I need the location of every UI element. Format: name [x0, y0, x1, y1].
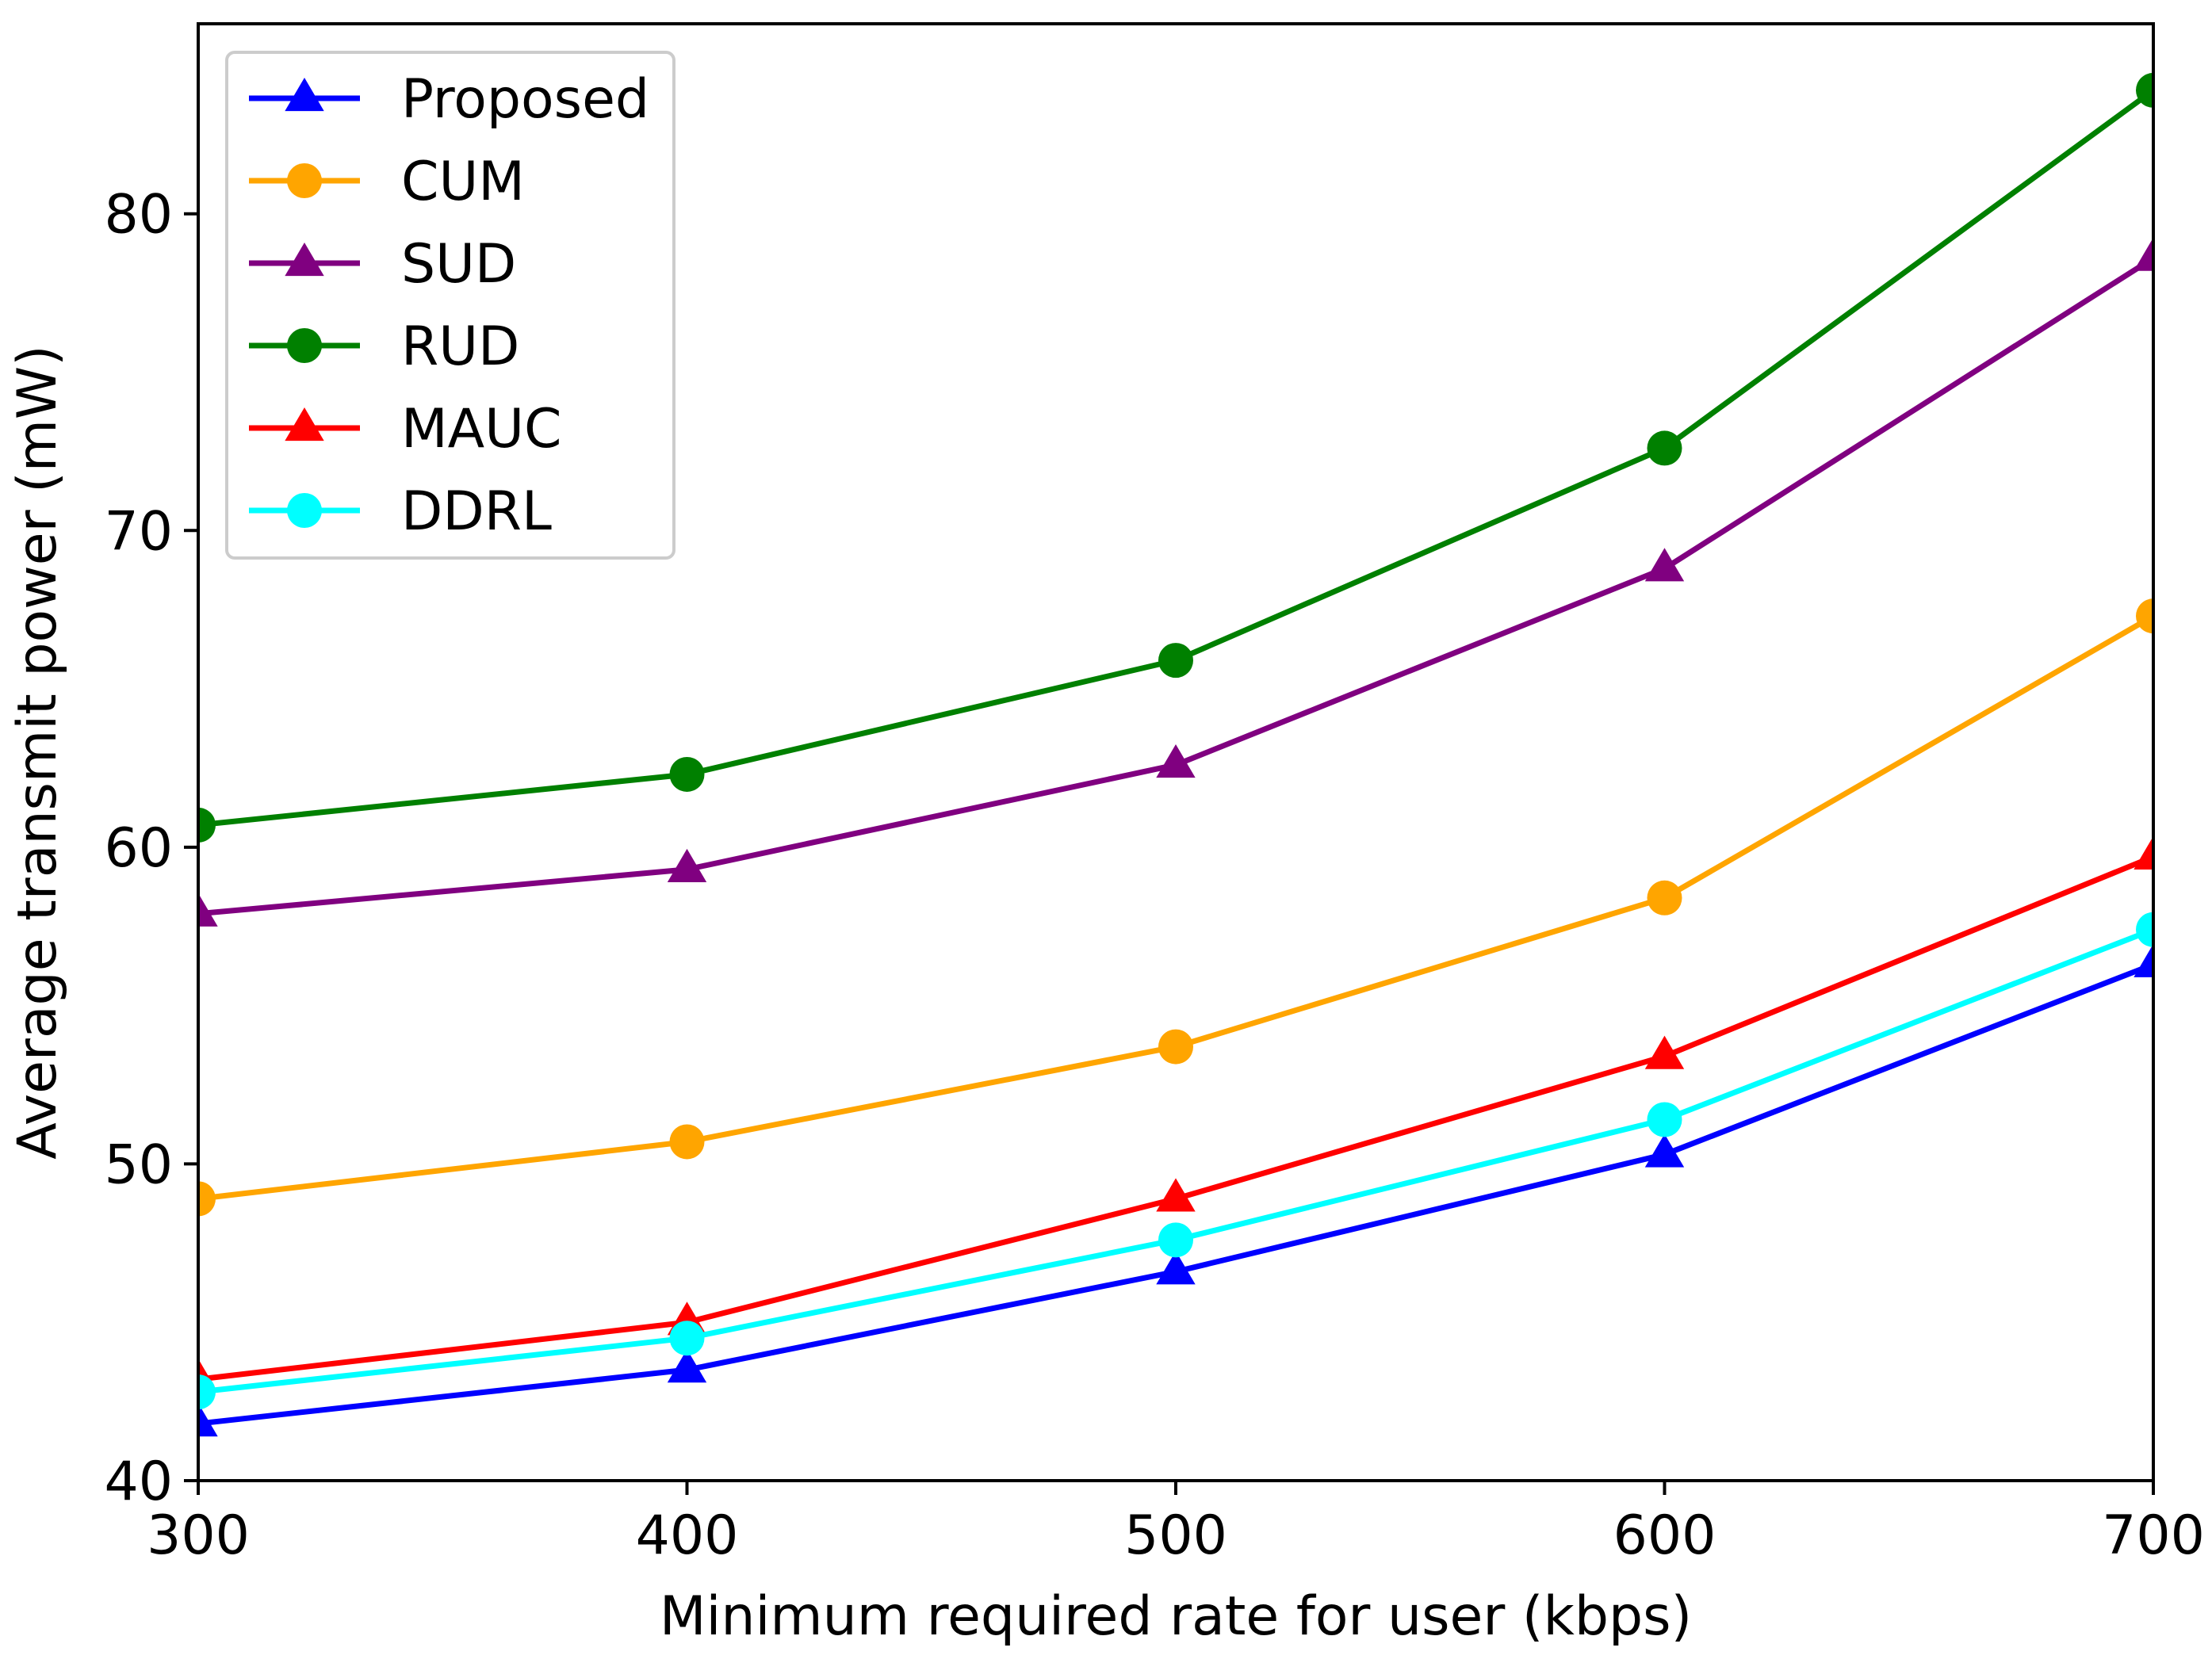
- series-line-mauc: [198, 854, 2153, 1382]
- data-point-rud: [1647, 430, 1682, 466]
- y-tick-label: 60: [104, 817, 173, 880]
- y-axis: 40 50 60 70 80: [104, 184, 198, 1513]
- series-sud: [198, 237, 2153, 927]
- legend-marker: [285, 407, 324, 442]
- y-tick-label: 40: [104, 1451, 173, 1513]
- legend-item-rud: RUD: [249, 315, 519, 378]
- data-point-mauc: [1644, 1035, 1685, 1069]
- series-mauc: [198, 835, 2153, 1393]
- x-tick-label: 600: [1613, 1504, 1716, 1567]
- legend-item-proposed: Proposed: [249, 68, 649, 131]
- data-point-sud: [1644, 548, 1685, 582]
- legend-marker: [285, 243, 324, 277]
- data-point-proposed: [198, 1403, 218, 1437]
- data-point-sud: [1156, 743, 1196, 778]
- data-point-ddrl: [1158, 1222, 1193, 1258]
- series-rud: [198, 72, 2153, 843]
- data-point-cum: [1647, 880, 1682, 916]
- x-tick-label: 400: [636, 1504, 739, 1567]
- y-tick-label: 80: [104, 184, 173, 247]
- series-ddrl: [198, 912, 2153, 1410]
- legend-item-sud: SUD: [249, 233, 516, 296]
- legend-label: CUM: [401, 151, 525, 213]
- legend-label: SUD: [401, 233, 516, 296]
- legend-marker: [287, 163, 322, 198]
- y-tick-label: 70: [104, 500, 173, 563]
- data-point-sud: [2134, 237, 2153, 271]
- data-point-cum: [1158, 1029, 1193, 1065]
- data-point-proposed: [1644, 1133, 1685, 1168]
- data-point-cum: [2136, 598, 2153, 634]
- data-point-proposed: [2134, 943, 2153, 977]
- data-point-sud: [667, 848, 707, 882]
- y-axis-label: Average transmit power (mW): [6, 345, 69, 1159]
- series-proposed: [198, 943, 2153, 1437]
- series-line-cum: [198, 613, 2153, 1202]
- legend-marker: [287, 493, 322, 528]
- legend-label: RUD: [401, 315, 519, 378]
- legend-marker: [285, 78, 324, 112]
- x-tick-label: 300: [147, 1504, 250, 1567]
- legend-item-mauc: MAUC: [249, 398, 561, 461]
- legend: Proposed CUM SUD RUD MAUC DDRL: [225, 51, 675, 560]
- legend-label: MAUC: [401, 398, 561, 461]
- data-point-rud: [669, 756, 705, 792]
- data-point-sud: [198, 893, 218, 927]
- x-axis-label: Minimum required rate for user (kbps): [660, 1585, 1692, 1648]
- data-point-proposed: [667, 1349, 707, 1383]
- series-cum: [198, 598, 2153, 1217]
- x-axis: 300 400 500 600 700: [147, 1481, 2205, 1567]
- data-point-ddrl: [669, 1321, 705, 1356]
- legend-item-cum: CUM: [249, 151, 525, 213]
- legend-marker: [287, 328, 322, 363]
- x-tick-label: 700: [2102, 1504, 2205, 1567]
- data-point-rud: [198, 807, 216, 843]
- data-point-proposed: [1156, 1251, 1196, 1285]
- data-point-mauc: [2134, 835, 2153, 870]
- legend-label: DDRL: [401, 480, 552, 543]
- data-point-cum: [669, 1124, 705, 1160]
- data-point-cum: [198, 1181, 216, 1217]
- data-point-rud: [1158, 643, 1193, 679]
- legend-item-ddrl: DDRL: [249, 480, 552, 543]
- data-point-ddrl: [1647, 1102, 1682, 1137]
- series-layer: [198, 72, 2153, 1437]
- data-point-rud: [2136, 72, 2153, 108]
- data-point-ddrl: [198, 1374, 216, 1410]
- legend-label: Proposed: [401, 68, 649, 131]
- data-point-ddrl: [2136, 912, 2153, 947]
- series-line-ddrl: [198, 927, 2153, 1395]
- x-tick-label: 500: [1124, 1504, 1227, 1567]
- data-point-mauc: [1156, 1178, 1196, 1212]
- y-tick-label: 50: [104, 1133, 173, 1196]
